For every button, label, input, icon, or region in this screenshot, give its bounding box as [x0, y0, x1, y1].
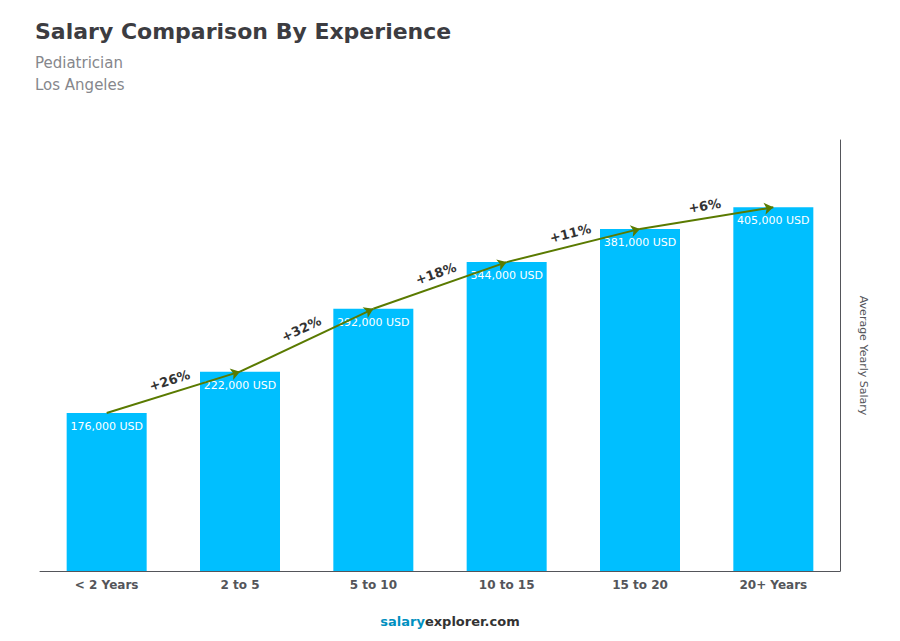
svg-text:< 2 Years: < 2 Years	[75, 578, 139, 592]
svg-text:+11%: +11%	[548, 221, 592, 246]
svg-text:explorer.com: explorer.com	[425, 614, 520, 629]
svg-text:+6%: +6%	[687, 196, 722, 216]
svg-text:5 to 10: 5 to 10	[350, 578, 397, 592]
svg-text:10 to 15: 10 to 15	[479, 578, 535, 592]
svg-text:Los Angeles: Los Angeles	[35, 76, 125, 94]
svg-text:Pediatrician: Pediatrician	[35, 54, 123, 72]
svg-text:176,000 USD: 176,000 USD	[70, 420, 143, 433]
svg-text:292,000 USD: 292,000 USD	[337, 316, 410, 329]
svg-text:+26%: +26%	[147, 367, 192, 394]
svg-text:Salary Comparison By Experienc: Salary Comparison By Experience	[35, 19, 451, 44]
svg-text:+18%: +18%	[414, 260, 459, 288]
svg-text:2 to 5: 2 to 5	[220, 578, 259, 592]
svg-text:+32%: +32%	[279, 313, 323, 344]
svg-text:15 to 20: 15 to 20	[612, 578, 668, 592]
svg-text:405,000 USD: 405,000 USD	[737, 214, 810, 227]
svg-text:381,000 USD: 381,000 USD	[604, 236, 677, 249]
svg-text:222,000 USD: 222,000 USD	[204, 379, 277, 392]
svg-text:Average Yearly Salary: Average Yearly Salary	[857, 296, 870, 416]
svg-text:salary: salary	[380, 614, 425, 629]
svg-text:344,000 USD: 344,000 USD	[470, 269, 543, 283]
svg-text:20+ Years: 20+ Years	[739, 578, 807, 592]
